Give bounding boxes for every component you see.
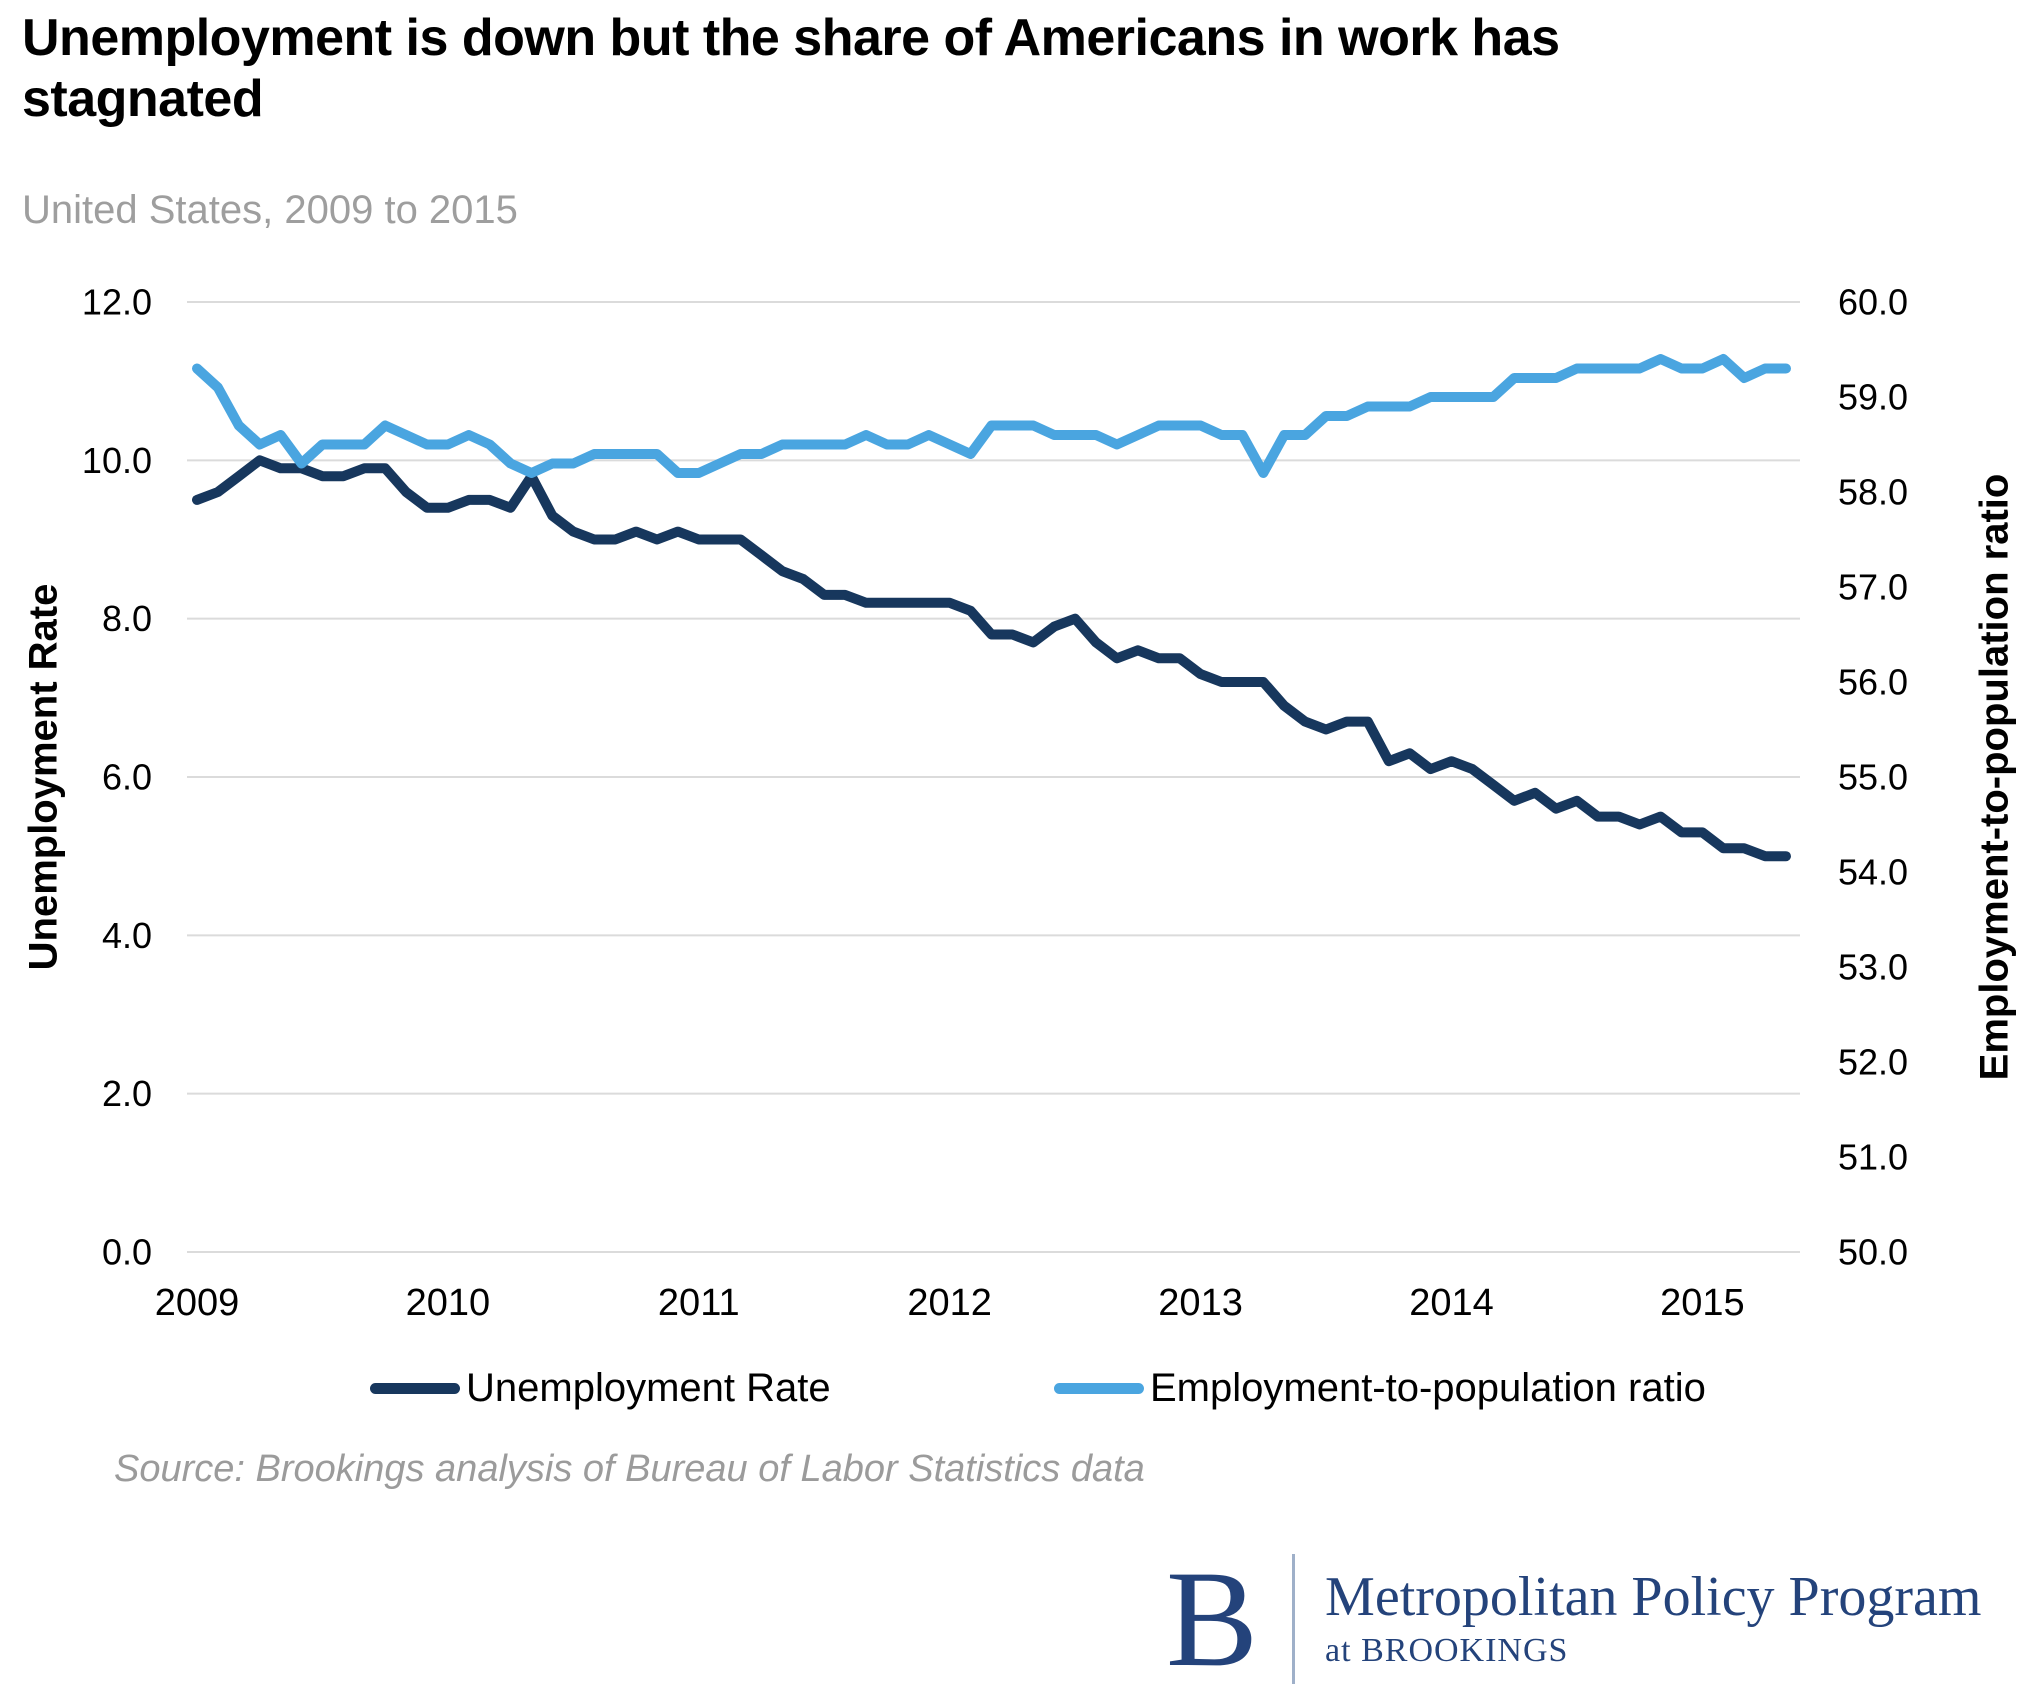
x-axis-tick-label: 2009 <box>155 1282 240 1324</box>
brookings-logo-monogram: B <box>1166 1542 1259 1684</box>
x-axis-tick-label: 2012 <box>907 1282 992 1324</box>
left-axis-tick-label: 12.0 <box>82 282 152 323</box>
x-axis-tick-label: 2015 <box>1660 1282 1745 1324</box>
series-line-employment-to-population-ratio <box>192 354 1791 478</box>
chart-title: Unemployment is down but the share of Am… <box>22 9 1560 129</box>
right-axis-title: Employment-to-population ratio <box>1972 473 2017 1081</box>
logo-program-name: Metropolitan Policy Program <box>1325 1565 1982 1628</box>
left-axis-title: Unemployment Rate <box>21 583 66 971</box>
left-axis-tick-label: 10.0 <box>82 440 152 481</box>
legend-item-employment-ratio: Employment-to-population ratio <box>1054 1366 1706 1411</box>
logo-text: Metropolitan Policy Program at BROOKINGS <box>1295 1550 1981 1684</box>
series-line-unemployment-rate <box>192 455 1791 862</box>
logo-divider <box>1292 1554 1296 1684</box>
right-axis-tick-label: 55.0 <box>1838 757 1908 798</box>
left-axis-tick-label: 8.0 <box>102 598 152 639</box>
source-note: Source: Brookings analysis of Bureau of … <box>114 1448 1145 1490</box>
left-axis-tick-label: 6.0 <box>102 757 152 798</box>
right-axis-tick-label: 57.0 <box>1838 567 1908 608</box>
right-axis-tick-label: 58.0 <box>1838 472 1908 513</box>
legend-item-unemployment-rate: Unemployment Rate <box>370 1366 831 1411</box>
right-axis-tick-label: 59.0 <box>1838 377 1908 418</box>
x-axis-tick-label: 2011 <box>658 1282 740 1324</box>
chart-subtitle: United States, 2009 to 2015 <box>22 188 518 232</box>
x-axis-tick-label: 2013 <box>1158 1282 1243 1324</box>
left-axis-tick-label: 2.0 <box>102 1073 152 1114</box>
right-axis-tick-label: 56.0 <box>1838 662 1908 703</box>
legend-label-employment-ratio: Employment-to-population ratio <box>1150 1366 1706 1410</box>
right-axis-tick-label: 51.0 <box>1838 1137 1908 1178</box>
legend-swatch-employment-ratio <box>1054 1383 1144 1394</box>
legend-swatch-unemployment-rate <box>370 1383 460 1394</box>
right-axis-tick-label: 50.0 <box>1838 1232 1908 1273</box>
logo-sub-name: at BROOKINGS <box>1325 1632 1569 1670</box>
right-axis-tick-label: 53.0 <box>1838 947 1908 988</box>
brookings-logo: B Metropolitan Policy Program at BROOKIN… <box>1166 1550 1981 1684</box>
left-axis-tick-label: 4.0 <box>102 915 152 956</box>
x-axis-tick-label: 2014 <box>1409 1282 1494 1324</box>
right-axis-tick-label: 52.0 <box>1838 1042 1908 1083</box>
x-axis-tick-label: 2010 <box>406 1282 491 1324</box>
legend-label-unemployment-rate: Unemployment Rate <box>466 1366 831 1410</box>
right-axis-tick-label: 54.0 <box>1838 852 1908 893</box>
left-axis-tick-label: 0.0 <box>102 1232 152 1273</box>
right-axis-tick-label: 60.0 <box>1838 282 1908 323</box>
